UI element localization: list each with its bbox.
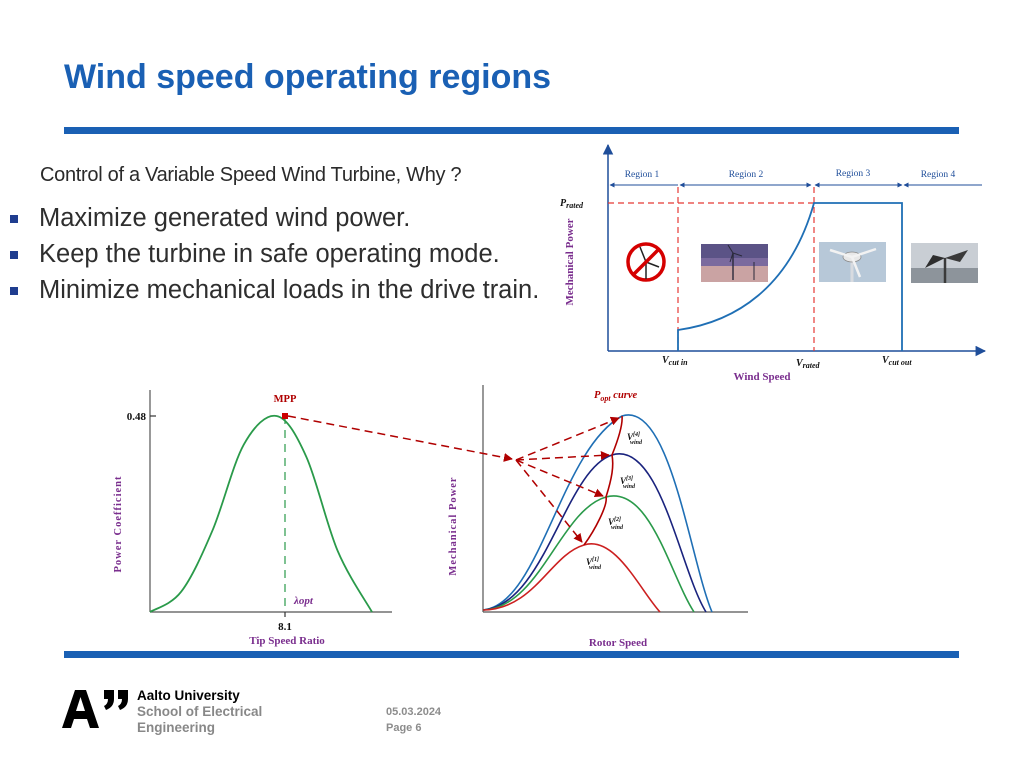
bullet-list: Maximize generated wind power. Keep the … bbox=[10, 200, 555, 308]
cp-x-axis-label: Tip Speed Ratio bbox=[249, 635, 325, 647]
footer-rule bbox=[64, 651, 959, 658]
y-axis-label: Mechanical Power bbox=[564, 218, 576, 305]
v-cut-out-label: Vcut out bbox=[882, 355, 912, 367]
p-opt-curve bbox=[583, 415, 623, 546]
title-rule bbox=[64, 127, 959, 134]
region-4-label: Region 4 bbox=[921, 170, 956, 180]
p-opt-label: Popt curve bbox=[594, 390, 638, 403]
region-1-label: Region 1 bbox=[625, 170, 660, 180]
v-rated-label: Vrated bbox=[796, 358, 821, 370]
university-name: Aalto University School of Electrical En… bbox=[137, 688, 263, 735]
damaged-turbine-photo bbox=[911, 243, 978, 283]
rotor-speed-power-chart: Popt curve V[4] wind V[3] wind V[2] wind V[… bbox=[448, 385, 748, 649]
bullet-item: Minimize mechanical loads in the drive t… bbox=[10, 272, 555, 308]
mpp-connector-arrows bbox=[287, 415, 620, 543]
slide-subtitle: Control of a Variable Speed Wind Turbine… bbox=[40, 164, 462, 186]
bullet-item: Keep the turbine in safe operating mode. bbox=[10, 236, 555, 272]
region-2-label: Region 2 bbox=[729, 170, 764, 180]
p-rated-label: Prated bbox=[560, 198, 584, 210]
lambda-opt-label: λopt bbox=[293, 595, 314, 607]
rp-y-axis-label: Mechanical Power bbox=[448, 476, 459, 575]
rp-x-axis-label: Rotor Speed bbox=[589, 637, 647, 649]
v-wind-2-label: V[2] wind bbox=[608, 517, 624, 531]
bullet-square-icon bbox=[10, 287, 18, 295]
bullet-item: Maximize generated wind power. bbox=[10, 200, 555, 236]
aalto-logo-icon bbox=[62, 690, 128, 728]
no-turbine-icon bbox=[626, 242, 666, 282]
mpp-to-hub-arrow bbox=[287, 415, 513, 462]
turbine-sunset-photo bbox=[701, 244, 768, 282]
cp-y-axis-label: Power Coefficient bbox=[113, 476, 124, 573]
cp-y-tick-label: 0.48 bbox=[127, 411, 147, 423]
v-wind-4-label: V[4] wind bbox=[627, 432, 643, 446]
slide-title: Wind speed operating regions bbox=[64, 58, 552, 96]
region-3-label: Region 3 bbox=[836, 169, 871, 179]
footer-date-page: 05.03.2024 Page 6 bbox=[386, 704, 441, 736]
mpp-label: MPP bbox=[274, 394, 297, 405]
footer-date: 05.03.2024 bbox=[386, 706, 442, 718]
footer-page: Page 6 bbox=[386, 722, 422, 734]
v-cut-in-label: Vcut in bbox=[662, 355, 688, 367]
power-coefficient-chart: MPP 0.48 8.1 Tip Speed Ratio Power Coeff… bbox=[113, 390, 392, 647]
v-wind-1-label: V[1] wind bbox=[586, 557, 602, 571]
cp-curve bbox=[149, 414, 373, 613]
bullet-square-icon bbox=[10, 251, 18, 259]
bullet-square-icon bbox=[10, 215, 18, 223]
wind-region-diagram: Region 1 Region 2 Region 3 Region 4 Prat… bbox=[560, 143, 987, 383]
power-curve bbox=[677, 202, 903, 351]
mpp-marker bbox=[282, 413, 288, 419]
v-wind-3-label: V[3] wind bbox=[620, 476, 636, 490]
x-axis-label: Wind Speed bbox=[734, 371, 791, 383]
turbine-closeup-photo bbox=[819, 242, 886, 282]
cp-x-tick-label: 8.1 bbox=[278, 621, 292, 633]
